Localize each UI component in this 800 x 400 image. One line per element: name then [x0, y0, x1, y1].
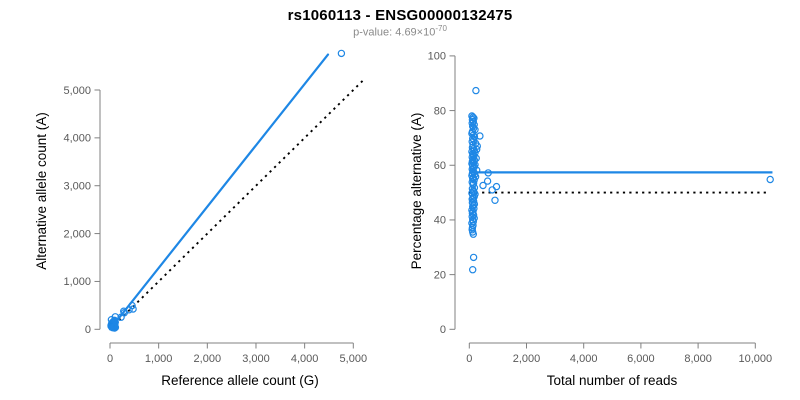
data-point	[492, 182, 501, 191]
x-tick-label: 2,000	[513, 353, 541, 365]
x-tick-label: 3,000	[242, 353, 270, 365]
panel-allele-counts-points	[107, 49, 346, 332]
data-point	[488, 186, 496, 194]
x-tick-label: 1,000	[145, 353, 173, 365]
panel-percentage-vs-reads-axes	[449, 55, 756, 349]
figure-title: rs1060113 - ENSG00000132475	[287, 7, 513, 24]
data-point	[472, 86, 480, 95]
x-tick-label: 5,000	[340, 353, 368, 365]
panel-allele-counts-axes	[94, 89, 354, 349]
x-tick-label: 0	[466, 353, 472, 365]
y-tick-label: 4,000	[63, 133, 91, 145]
y-axis-title: Percentage alternative (A)	[409, 113, 424, 270]
panel-allele-counts: 0 1,000 2,000 3,000 4,000 5,000 0 1,000 2,000 3,0…	[34, 49, 368, 388]
data-point	[470, 176, 478, 184]
data-point	[491, 196, 499, 204]
panel-percentage-vs-reads-points	[468, 86, 774, 274]
data-point	[469, 230, 477, 238]
data-point	[469, 175, 477, 183]
y-tick-label: 0	[440, 324, 446, 336]
x-axis-title: Total number of reads	[547, 373, 678, 388]
y-tick-label: 20	[434, 269, 446, 281]
y-tick-label: 5,000	[63, 85, 91, 97]
y-tick-label: 60	[434, 160, 446, 172]
data-point	[479, 181, 487, 190]
data-point	[470, 121, 478, 129]
data-point	[337, 49, 346, 58]
data-point	[117, 313, 125, 321]
x-tick-label: 8,000	[684, 353, 712, 365]
y-tick-label: 80	[434, 105, 446, 117]
y-tick-label: 0	[85, 324, 91, 336]
x-tick-label: 6,000	[627, 353, 655, 365]
x-axis-title: Reference allele count (G)	[161, 373, 319, 388]
data-point	[476, 132, 484, 140]
data-point	[129, 305, 137, 313]
x-tick-label: 0	[107, 353, 113, 365]
data-point	[468, 119, 476, 127]
x-tick-label: 4,000	[570, 353, 598, 365]
identity-line	[109, 77, 367, 330]
x-tick-label: 2,000	[194, 353, 222, 365]
data-point	[484, 169, 492, 177]
data-point	[766, 175, 774, 184]
data-point	[469, 266, 477, 274]
x-tick-label: 10,000	[738, 353, 772, 365]
y-axis-title: Alternative allele count (A)	[34, 112, 49, 270]
pvalue-exponent: -70	[435, 24, 447, 33]
pvalue-label: p-value: 4.69×10	[353, 26, 436, 39]
data-point	[125, 306, 133, 314]
panel-percentage-vs-reads: 0 20 40 60 80 100 0 2,000 4,000 6,000 8,000 10,000 T…	[409, 51, 774, 388]
y-tick-label: 3,000	[63, 181, 91, 193]
y-tick-label: 1,000	[63, 276, 91, 288]
y-tick-label: 2,000	[63, 228, 91, 240]
y-tick-label: 40	[434, 215, 446, 227]
figure-subtitle: p-value: 4.69×10-70	[0, 24, 800, 39]
data-point	[110, 324, 119, 332]
data-point	[483, 177, 492, 185]
regression-line	[108, 53, 330, 331]
data-point	[469, 253, 478, 262]
x-tick-label: 4,000	[291, 353, 319, 365]
y-tick-label: 100	[428, 51, 446, 63]
